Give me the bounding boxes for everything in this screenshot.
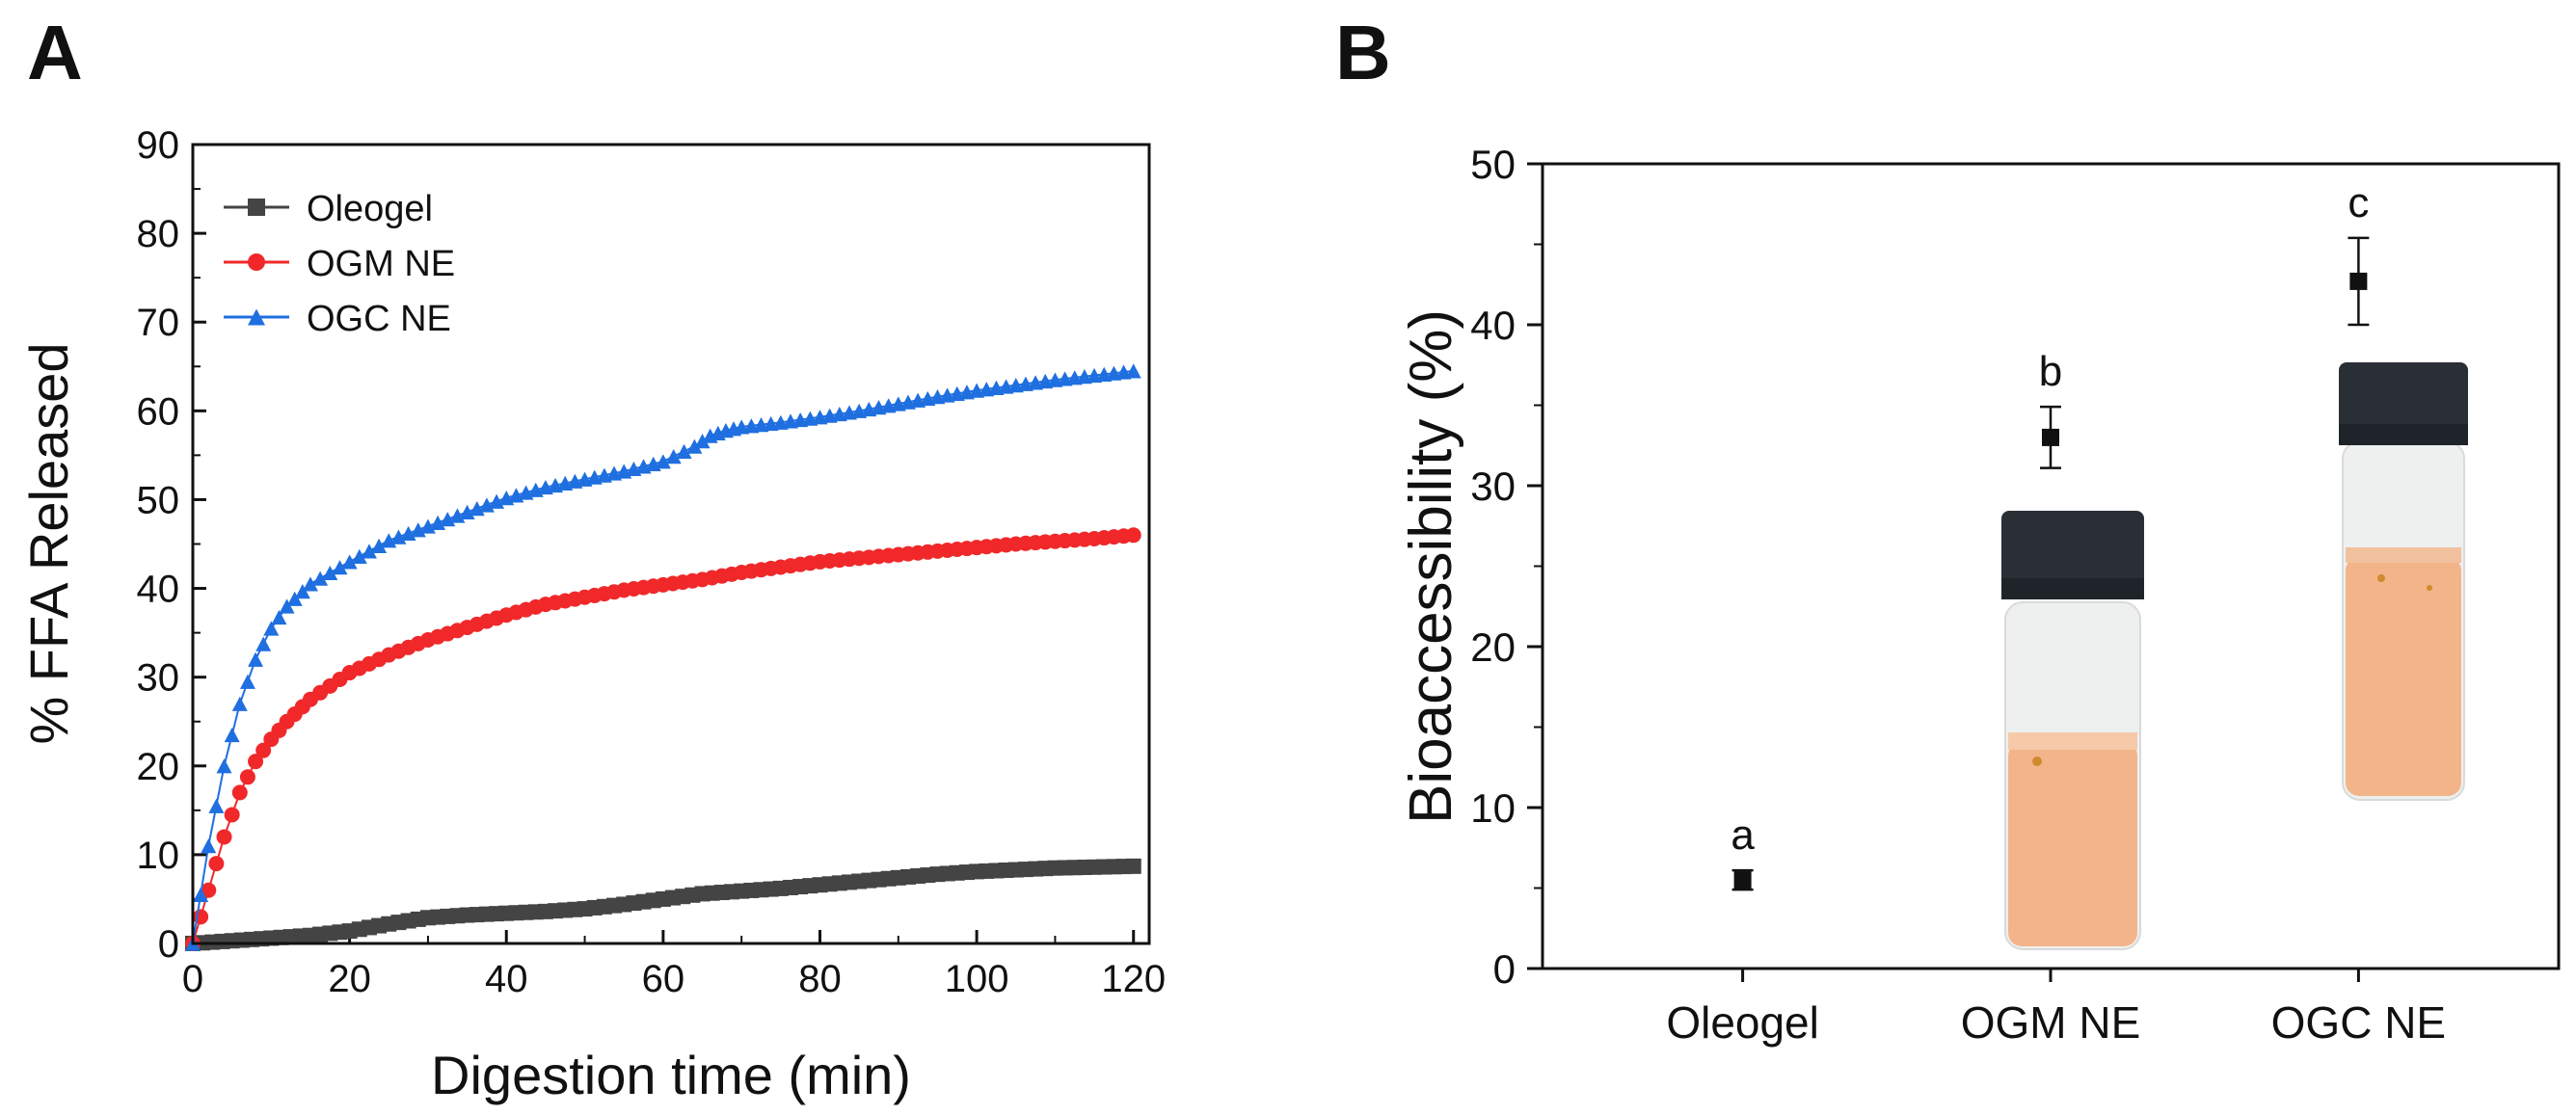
bio-point [2349,272,2368,290]
ogm-ne-point [1125,527,1141,544]
panel-label-a: A [27,10,83,95]
ffa-x-tick-label: 120 [1101,958,1166,1000]
ffa-x-tick-label: 80 [798,958,842,1000]
ogm-ne-vial-image [2001,511,2144,950]
bioaccessibility-plot-frame [1541,162,2561,970]
ogc-ne-point [686,438,703,454]
oleogel-point [1125,858,1141,874]
ffa-x-tick-label: 0 [182,958,203,1000]
ffa-release-chart: 0 20 40 60 80 100 120 0 10 20 30 40 50 60 70 80 90 Diges… [18,124,1166,1105]
ffa-y-tick-label: 40 [137,569,180,611]
ogc-ne-point [208,798,225,813]
ogc-ne-vial-image [2339,362,2468,801]
ffa-y-tick-label: 20 [137,746,180,788]
ffa-legend: Oleogel OGM NE OGC NE [224,189,455,339]
bio-point [2042,428,2059,446]
bio-y-tick-label: 20 [1470,624,1516,670]
ogm-ne-point [208,856,225,872]
bioaccessibility-axes: 0 10 20 30 40 50 Oleogel OGM NE OGC NE [1470,142,2446,1048]
bio-significance-letter: c [2348,179,2369,226]
bioaccessibility-points: a b c [1731,179,2370,891]
bioaccessibility-chart: 0 10 20 30 40 50 Oleogel OGM NE OGC NE Bioaccess… [1398,142,2561,1048]
ogc-ne-point [294,584,310,599]
ffa-x-tick-label: 40 [485,958,528,1000]
ffa-y-tick-label: 60 [137,390,180,433]
legend-oleogel-marker [248,199,265,216]
bio-y-tick-label: 30 [1470,464,1516,509]
legend-ogc-ne-marker [248,308,265,326]
bio-y-tick-label: 40 [1470,303,1516,348]
bio-significance-letter: b [2039,348,2062,395]
ffa-series [185,363,1141,951]
ffa-y-tick-label: 30 [137,657,180,700]
ogc-ne-point [279,598,295,614]
ffa-x-tick-label: 60 [642,958,685,1000]
panel-label-b: B [1335,10,1391,95]
ogc-ne-point [665,449,682,465]
ogm-ne-point [239,769,255,785]
ogc-ne-point [239,674,255,689]
ffa-y-tick-label: 10 [137,835,180,877]
ffa-y-axis-label: % FFA Released [18,342,79,744]
ogm-ne-point [231,784,248,801]
ogm-ne-point [201,882,217,898]
ffa-y-tick-label: 90 [137,124,180,167]
ogc-ne-point [271,609,287,625]
bio-x-tick-label: OGM NE [1961,997,2141,1048]
ffa-x-tick-label: 20 [328,958,371,1000]
ogm-ne-point [255,742,272,758]
ffa-y-tick-label: 70 [137,302,180,344]
ffa-plot-frame [191,143,1151,945]
bio-y-tick-label: 0 [1493,946,1516,992]
legend-ogm-ne-marker [248,253,265,271]
ogc-ne-point [371,538,388,553]
bio-x-tick-label: OGC NE [2271,997,2446,1048]
ogc-ne-point [201,838,217,854]
ogc-ne-point [361,544,377,559]
ffa-x-axis-label: Digestion time (min) [431,1045,911,1105]
ogc-ne-point [286,591,303,606]
ogc-ne-point [351,548,367,564]
legend-oleogel-label: Oleogel [307,189,433,229]
legend-ogm-ne-label: OGM NE [307,244,455,284]
ffa-axes: 0 20 40 60 80 100 120 0 10 20 30 40 50 60 70 80 90 [137,124,1167,1000]
bio-x-tick-label: Oleogel [1666,997,1819,1048]
bio-y-tick-label: 50 [1470,142,1516,187]
ogc-ne-point [193,887,209,902]
ogc-ne-point [332,560,348,575]
ogm-ne-line [192,534,1134,944]
bio-point [1733,871,1752,889]
ogc-ne-point [302,576,318,592]
bio-y-tick-label: 10 [1470,785,1516,831]
ogm-ne-point [248,754,264,770]
ogc-ne-point [322,565,338,581]
ogm-ne-point [216,829,232,845]
legend-ogc-ne-label: OGC NE [307,299,451,339]
ffa-y-tick-label: 80 [137,213,180,255]
ogc-ne-point [1125,363,1141,379]
ogc-ne-point [231,696,248,711]
ogc-ne-point [655,454,671,469]
ogc-ne-point [676,443,692,459]
bioaccessibility-y-axis-label: Bioaccessibility (%) [1398,309,1464,824]
ogc-ne-point [255,636,272,651]
ogc-ne-point [341,554,358,570]
ffa-y-tick-label: 0 [158,923,179,966]
ffa-y-tick-label: 50 [137,479,180,521]
ffa-x-tick-label: 100 [945,958,1009,1000]
ogc-ne-point [312,571,329,586]
ogm-ne-point [224,807,240,823]
ogc-ne-point [224,727,240,743]
ogc-ne-point [694,434,711,449]
ogc-ne-point [263,621,280,636]
ogc-ne-point [216,758,232,774]
ogc-ne-point [248,651,264,667]
bio-significance-letter: a [1731,811,1755,859]
